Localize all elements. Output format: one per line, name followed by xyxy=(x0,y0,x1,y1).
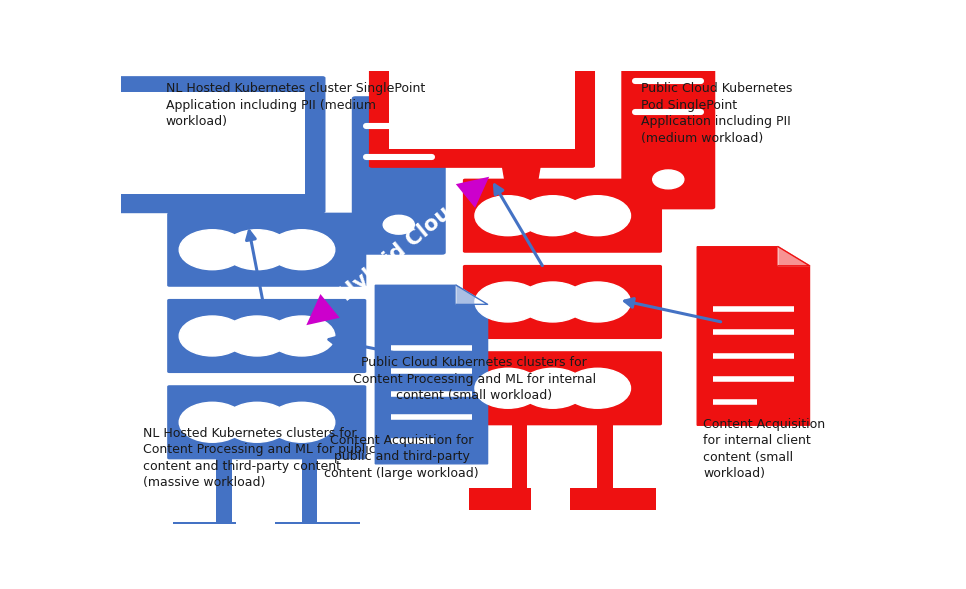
Circle shape xyxy=(269,316,335,356)
Circle shape xyxy=(520,368,585,408)
Text: Public Cloud Kubernetes clusters for
Content Processing and ML for internal
cont: Public Cloud Kubernetes clusters for Con… xyxy=(353,356,596,402)
FancyBboxPatch shape xyxy=(463,265,662,339)
Circle shape xyxy=(653,170,684,189)
Circle shape xyxy=(475,282,541,322)
FancyBboxPatch shape xyxy=(463,351,662,425)
Circle shape xyxy=(224,402,290,442)
Circle shape xyxy=(224,316,290,356)
FancyBboxPatch shape xyxy=(120,92,305,194)
Circle shape xyxy=(224,230,290,270)
Polygon shape xyxy=(471,193,572,207)
Polygon shape xyxy=(456,285,488,305)
Text: Content Acquisition
for internal client
content (small
workload): Content Acquisition for internal client … xyxy=(703,418,825,480)
Circle shape xyxy=(180,402,245,442)
Bar xyxy=(301,458,318,522)
Text: Public Cloud Kubernetes
Pod SinglePoint
Application including PII
(medium worklo: Public Cloud Kubernetes Pod SinglePoint … xyxy=(641,82,792,144)
Circle shape xyxy=(475,368,541,408)
Text: Hybrid Cloud: Hybrid Cloud xyxy=(336,193,467,305)
Circle shape xyxy=(180,230,245,270)
Circle shape xyxy=(520,196,585,236)
Bar xyxy=(173,522,236,544)
FancyBboxPatch shape xyxy=(463,178,662,253)
Circle shape xyxy=(269,230,335,270)
Circle shape xyxy=(564,282,631,322)
FancyBboxPatch shape xyxy=(369,31,595,168)
FancyBboxPatch shape xyxy=(167,213,366,287)
Bar xyxy=(469,488,531,509)
Bar xyxy=(570,488,656,509)
Bar xyxy=(598,424,613,488)
Polygon shape xyxy=(502,166,540,193)
Circle shape xyxy=(475,196,541,236)
Text: NL Hosted Kubernetes clusters for
Content Processing and ML for public
content a: NL Hosted Kubernetes clusters for Conten… xyxy=(143,426,376,489)
Bar xyxy=(512,424,527,488)
FancyBboxPatch shape xyxy=(352,96,445,254)
Bar xyxy=(216,458,232,522)
Circle shape xyxy=(564,196,631,236)
FancyBboxPatch shape xyxy=(167,299,366,373)
Bar xyxy=(274,522,360,544)
Polygon shape xyxy=(233,211,270,239)
Circle shape xyxy=(564,368,631,408)
Text: NL Hosted Kubernetes cluster SinglePoint
Application including PII (medium
workl: NL Hosted Kubernetes cluster SinglePoint… xyxy=(166,82,425,128)
FancyBboxPatch shape xyxy=(389,47,575,149)
FancyBboxPatch shape xyxy=(167,385,366,459)
Circle shape xyxy=(180,316,245,356)
Circle shape xyxy=(269,402,335,442)
Polygon shape xyxy=(202,239,302,253)
FancyBboxPatch shape xyxy=(99,76,326,213)
Polygon shape xyxy=(697,247,810,425)
Circle shape xyxy=(384,216,414,234)
Circle shape xyxy=(520,282,585,322)
Text: Content Acquisition for
public and third-party
content (large workload): Content Acquisition for public and third… xyxy=(325,434,479,479)
FancyBboxPatch shape xyxy=(621,51,715,209)
Polygon shape xyxy=(778,247,810,266)
Polygon shape xyxy=(375,285,488,464)
